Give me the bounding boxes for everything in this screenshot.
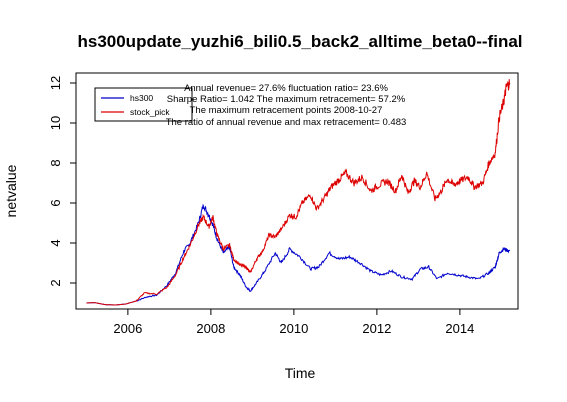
legend-label-stock-pick: stock_pick <box>130 107 170 117</box>
annotation-revenue-retracement-ratio: The ratio of annual revenue and max retr… <box>166 117 407 128</box>
annotation-sharpe-ratio: Sharpe Ratio= 1.042 The maximum retracem… <box>167 94 406 105</box>
x-tick-label: 2012 <box>362 321 391 336</box>
legend-box <box>94 87 193 122</box>
legend-label-hs300: hs300 <box>130 93 153 103</box>
x-tick-label: 2010 <box>279 321 308 336</box>
annotation-retracement-point: The maximum retracement points 2008-10-2… <box>190 105 383 116</box>
series-line-hs300 <box>86 204 511 306</box>
y-axis: 2 4 6 8 10 12 <box>48 76 77 287</box>
series-line-stock-pick <box>86 79 511 306</box>
y-tick-label: 6 <box>48 199 63 206</box>
x-tick-label: 2006 <box>113 321 142 336</box>
x-tick-label: 2014 <box>445 321 474 336</box>
annotations: Annual revenue= 27.6% fluctuation ratio=… <box>166 83 407 128</box>
y-axis-label: netvalue <box>3 164 19 217</box>
series-layer <box>86 79 511 306</box>
y-tick-label: 2 <box>48 279 63 286</box>
annotation-annual-revenue: Annual revenue= 27.6% fluctuation ratio=… <box>184 83 388 94</box>
y-tick-label: 8 <box>48 159 63 166</box>
y-tick-label: 10 <box>48 116 63 130</box>
x-axis-label: Time <box>285 365 316 381</box>
x-tick-label: 2008 <box>196 321 225 336</box>
y-tick-label: 12 <box>48 76 63 90</box>
x-axis: 2006 2008 2010 2012 2014 <box>113 308 474 336</box>
chart-title: hs300update_yuzhi6_bili0.5_back2_alltime… <box>77 32 522 51</box>
legend: hs300 stock_pick <box>94 87 193 122</box>
y-tick-label: 4 <box>48 239 63 246</box>
